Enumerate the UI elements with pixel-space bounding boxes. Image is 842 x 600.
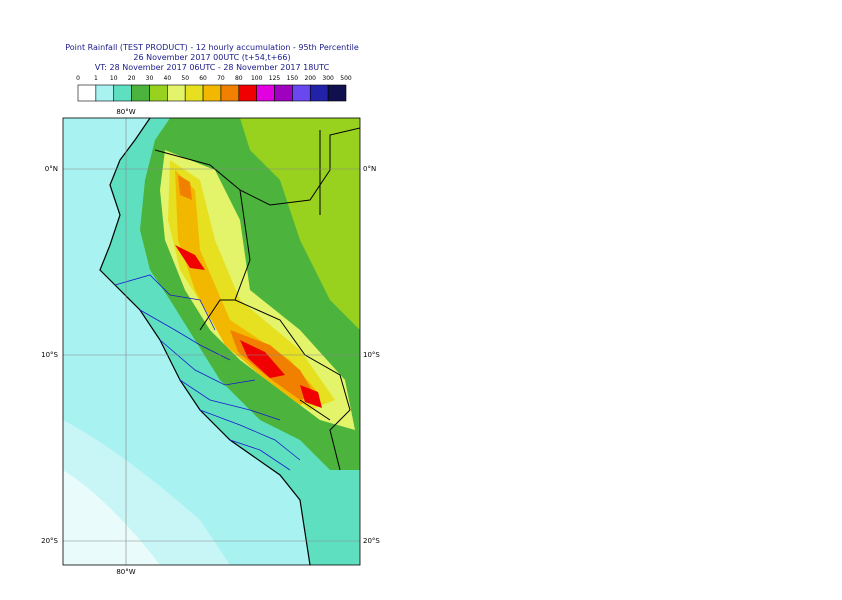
legend-label: 40 bbox=[164, 75, 172, 82]
legend-swatch bbox=[149, 84, 168, 102]
lat-label: 10°S bbox=[363, 351, 380, 359]
lat-label: 0°N bbox=[363, 165, 376, 173]
legend-label: 20 bbox=[128, 75, 136, 82]
legend-label: 30 bbox=[146, 75, 154, 82]
map bbox=[63, 118, 360, 565]
legend-swatch bbox=[202, 84, 222, 102]
legend-label: 60 bbox=[199, 75, 207, 82]
title: Point Rainfall (TEST PRODUCT) - 12 hourl… bbox=[65, 43, 359, 52]
legend-swatch bbox=[77, 84, 97, 102]
legend-swatch bbox=[167, 84, 186, 102]
legend-label: 200 bbox=[305, 75, 317, 82]
lat-label: 10°S bbox=[41, 351, 58, 359]
legend-swatch bbox=[309, 84, 329, 102]
legend-swatch bbox=[220, 84, 240, 102]
legend-swatch bbox=[184, 84, 204, 102]
lat-label: 0°N bbox=[45, 165, 58, 173]
legend-swatch bbox=[292, 84, 311, 102]
legend-label: 1 bbox=[94, 75, 98, 82]
legend-swatch bbox=[327, 84, 347, 102]
legend-label: 150 bbox=[287, 75, 299, 82]
legend-label: 0 bbox=[76, 75, 80, 82]
legend: 0 1 10 20 30 40 50 60 70 80 100 125 150 200 300 500 bbox=[76, 75, 352, 102]
lon-label: 80°W bbox=[116, 568, 135, 576]
legend-swatch bbox=[256, 84, 275, 102]
legend-swatch bbox=[274, 84, 293, 102]
legend-label: 500 bbox=[340, 75, 352, 82]
legend-label: 80 bbox=[235, 75, 243, 82]
lon-label: 80°W bbox=[116, 108, 135, 116]
legend-swatch bbox=[95, 84, 115, 102]
legend-label: 125 bbox=[269, 75, 281, 82]
legend-label: 10 bbox=[110, 75, 118, 82]
legend-label: 70 bbox=[217, 75, 225, 82]
legend-swatch bbox=[113, 84, 132, 102]
lat-label: 20°S bbox=[41, 537, 58, 545]
legend-label: 100 bbox=[251, 75, 263, 82]
subtitle: 26 November 2017 00UTC (t+54,t+66) bbox=[133, 53, 290, 62]
legend-swatch bbox=[131, 84, 150, 102]
valid-time: VT: 28 November 2017 06UTC - 28 November… bbox=[95, 63, 330, 72]
legend-label: 50 bbox=[181, 75, 189, 82]
map-frame bbox=[62, 117, 361, 566]
legend-swatch bbox=[238, 84, 257, 102]
lat-label: 20°S bbox=[363, 537, 380, 545]
legend-label: 300 bbox=[322, 75, 334, 82]
